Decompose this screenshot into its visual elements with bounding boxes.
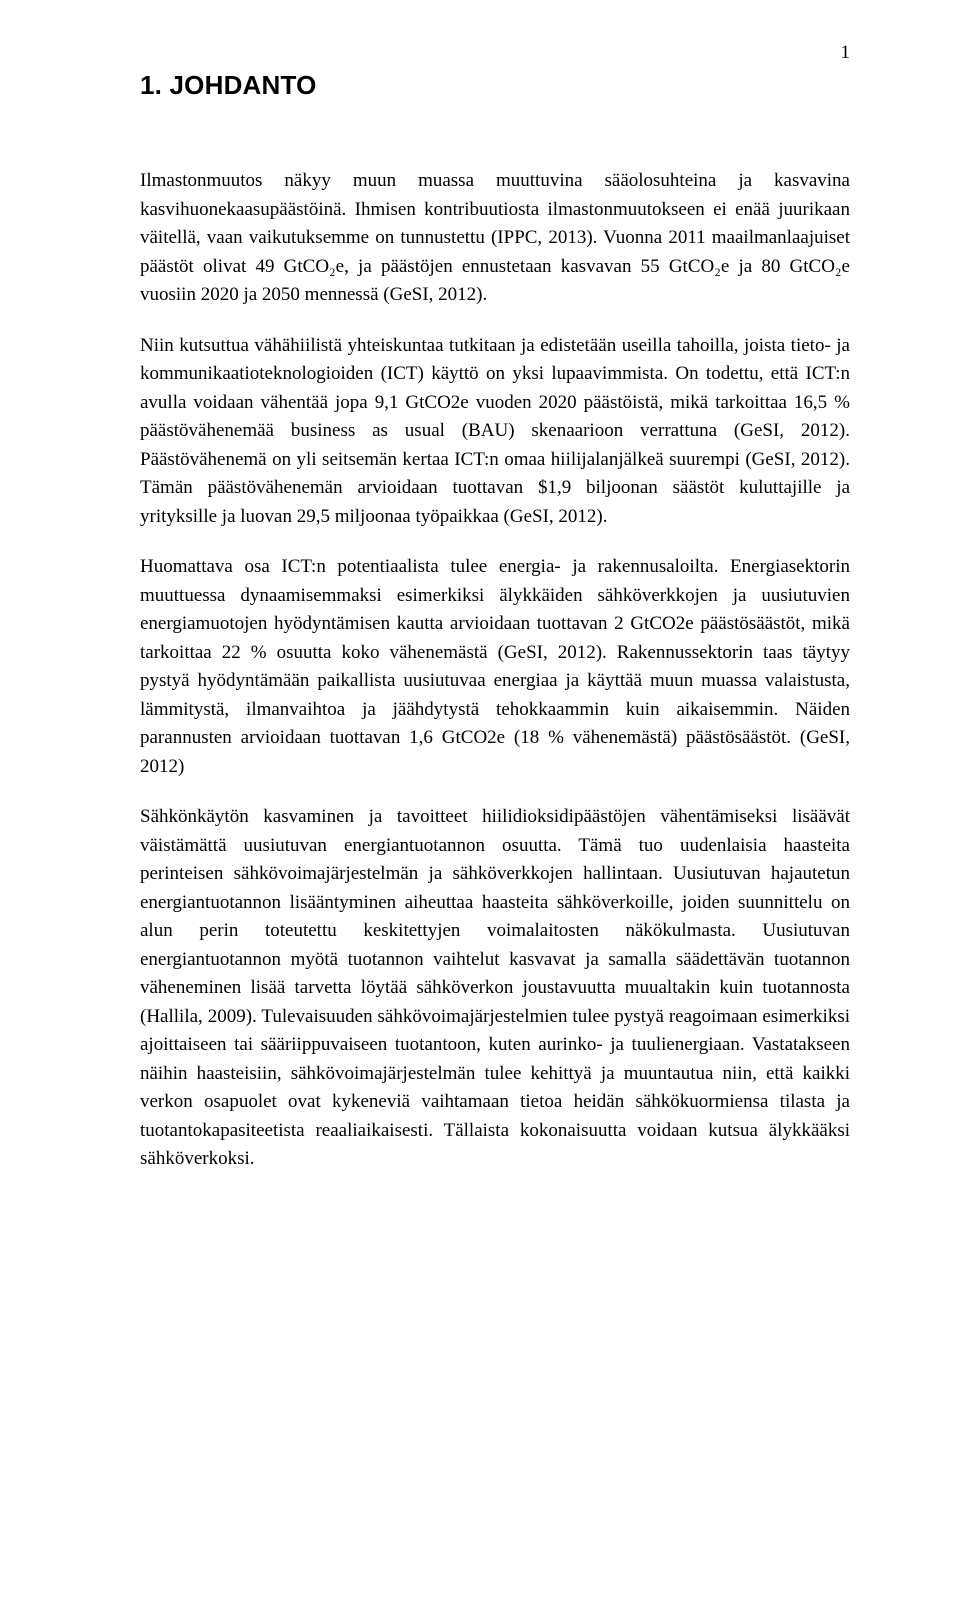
- section-heading: 1. JOHDANTO: [140, 70, 850, 101]
- document-page: 1 1. JOHDANTO Ilmastonmuutos näkyy muun …: [0, 0, 960, 1604]
- body-paragraph: Huomattava osa ICT:n potentiaalista tule…: [140, 553, 850, 781]
- body-paragraph: Ilmastonmuutos näkyy muun muassa muuttuv…: [140, 167, 850, 310]
- body-paragraph: Sähkönkäytön kasvaminen ja tavoitteet hi…: [140, 803, 850, 1174]
- body-paragraph: Niin kutsuttua vähähiilistä yhteiskuntaa…: [140, 332, 850, 532]
- page-number: 1: [841, 42, 851, 64]
